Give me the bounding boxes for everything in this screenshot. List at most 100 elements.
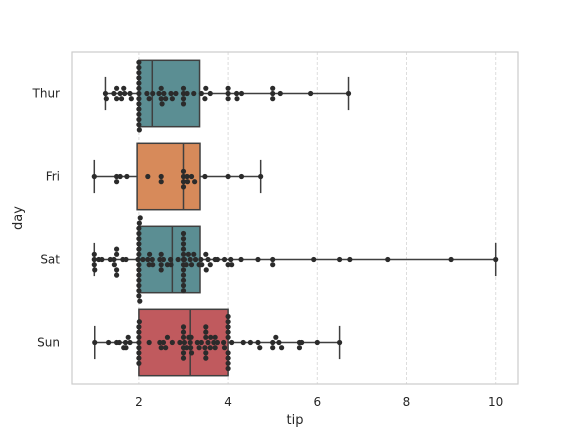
point-thur: [136, 106, 142, 112]
point-sat: [136, 293, 142, 299]
point-sat: [91, 262, 97, 268]
point-thur: [114, 96, 120, 102]
point-fri: [192, 179, 198, 185]
point-sat: [164, 262, 171, 268]
x-tick-label: 2: [135, 395, 143, 409]
point-sat: [180, 288, 187, 294]
point-sun: [125, 334, 131, 340]
point-sat: [229, 262, 235, 268]
point-thur: [156, 90, 162, 97]
point-sun: [225, 360, 231, 366]
point-sun: [240, 339, 246, 346]
point-sun: [160, 339, 167, 346]
point-fri: [188, 173, 195, 180]
point-sun: [194, 339, 200, 346]
point-sat: [158, 251, 164, 257]
point-sat: [203, 267, 209, 273]
point-sun: [163, 345, 169, 351]
point-thur: [158, 96, 164, 102]
point-sat: [203, 251, 209, 257]
point-sun: [225, 319, 231, 325]
point-fri: [238, 173, 245, 180]
point-sun: [180, 355, 187, 361]
point-thur: [234, 96, 240, 102]
point-thur: [169, 96, 175, 102]
point-thur: [238, 90, 245, 97]
point-thur: [180, 96, 187, 102]
point-thur: [225, 85, 231, 91]
point-fri: [158, 179, 164, 185]
point-thur: [118, 96, 125, 102]
y-tick-label-thur: Thur: [32, 87, 61, 101]
point-thur: [127, 90, 133, 97]
point-sat: [175, 256, 181, 263]
point-sat: [183, 262, 189, 268]
point-sat: [146, 262, 152, 268]
point-sat: [160, 256, 167, 263]
point-fri: [225, 173, 231, 180]
point-sat: [198, 256, 204, 263]
point-sat: [136, 230, 142, 237]
point-fri: [180, 179, 187, 185]
point-fri: [114, 173, 120, 180]
point-sun: [136, 360, 142, 366]
point-thur: [144, 90, 150, 97]
point-sat: [181, 256, 187, 263]
point-thur: [159, 101, 165, 107]
point-thur: [225, 90, 231, 97]
point-sun: [177, 339, 183, 346]
point-thur: [180, 90, 187, 97]
point-sun: [136, 324, 142, 330]
point-thur: [136, 59, 142, 65]
point-thur: [136, 122, 142, 128]
point-sat: [145, 256, 151, 263]
point-thur: [121, 85, 127, 91]
point-sat: [91, 256, 97, 263]
point-thur: [136, 64, 142, 71]
plot-frame: [71, 51, 519, 385]
point-sat: [238, 256, 244, 263]
point-sun: [270, 339, 276, 346]
point-sun: [136, 329, 142, 335]
point-sun: [136, 355, 142, 361]
point-sat: [270, 256, 276, 263]
point-sat: [168, 262, 174, 268]
point-thur: [136, 70, 142, 76]
point-thur: [180, 101, 187, 107]
point-sat: [221, 256, 228, 263]
point-sun: [270, 345, 276, 351]
point-thur: [136, 80, 142, 86]
point-sat: [136, 246, 142, 252]
point-sat: [180, 230, 187, 237]
point-thur: [173, 90, 179, 97]
point-sat: [180, 251, 187, 257]
point-sun: [188, 334, 194, 340]
point-sat: [150, 262, 156, 268]
point-sat: [205, 256, 211, 263]
point-sun: [229, 339, 235, 346]
x-tick-label: 10: [488, 395, 503, 409]
point-sun: [158, 345, 164, 351]
point-sun: [257, 345, 263, 351]
point-sun: [122, 339, 129, 346]
x-tick-label: 6: [313, 395, 321, 409]
point-sun: [188, 345, 194, 351]
point-sat: [180, 282, 187, 289]
point-sat: [107, 256, 113, 263]
point-thur: [136, 90, 142, 97]
point-sat: [180, 272, 187, 278]
point-thur: [163, 96, 169, 102]
point-sat: [199, 262, 205, 268]
point-thur: [103, 96, 109, 102]
x-tick-label: 8: [403, 395, 411, 409]
point-sat: [207, 262, 213, 268]
point-sat: [92, 267, 98, 273]
point-sat: [157, 256, 163, 263]
point-sat: [114, 267, 120, 273]
point-thur: [146, 96, 152, 102]
point-sat: [136, 282, 142, 289]
point-sat: [191, 251, 197, 257]
point-sun: [225, 355, 231, 361]
point-fri: [145, 173, 151, 180]
